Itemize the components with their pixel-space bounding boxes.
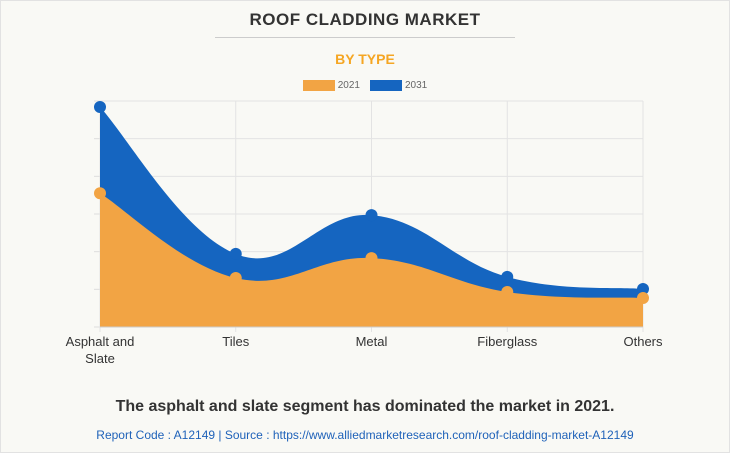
chart-subtitle: BY TYPE — [335, 51, 395, 67]
legend-item-2031[interactable]: 2031 — [370, 80, 427, 91]
point-2021-2 — [365, 252, 378, 265]
legend-label-2021: 2021 — [337, 80, 360, 91]
chart-title: ROOF CLADDING MARKET — [249, 10, 481, 29]
point-2031-1 — [229, 247, 242, 260]
point-2031-3 — [501, 270, 514, 283]
x-tick-label: Others — [623, 334, 663, 349]
x-tick-label: Metal — [356, 334, 388, 349]
x-tick-label: Fiberglass — [477, 334, 537, 349]
x-tick-label: Asphalt and — [66, 334, 135, 349]
point-2021-0 — [94, 187, 106, 200]
point-2031-2 — [365, 209, 378, 222]
legend-item-2021[interactable]: 2021 — [302, 80, 360, 91]
legend-swatch-2021 — [302, 80, 335, 91]
chart-caption: The asphalt and slate segment has domina… — [115, 398, 615, 415]
point-2031-4 — [637, 282, 649, 295]
point-2021-3 — [501, 285, 514, 298]
area-chart: Asphalt and Slate Tiles Metal Fiberglass Othe… — [66, 100, 663, 366]
legend-label-2031: 2031 — [405, 80, 428, 91]
legend-swatch-2031 — [370, 80, 402, 91]
x-tick-label: Slate — [85, 351, 115, 366]
source-link[interactable]: Report Code : A12149 | Source : https://… — [96, 428, 634, 442]
point-2021-1 — [229, 272, 242, 285]
point-2021-4 — [637, 291, 649, 304]
x-tick-label: Tiles — [222, 334, 249, 349]
point-2031-0 — [94, 101, 106, 114]
legend: 2021 2031 — [0, 80, 730, 91]
title-divider — [215, 37, 515, 38]
